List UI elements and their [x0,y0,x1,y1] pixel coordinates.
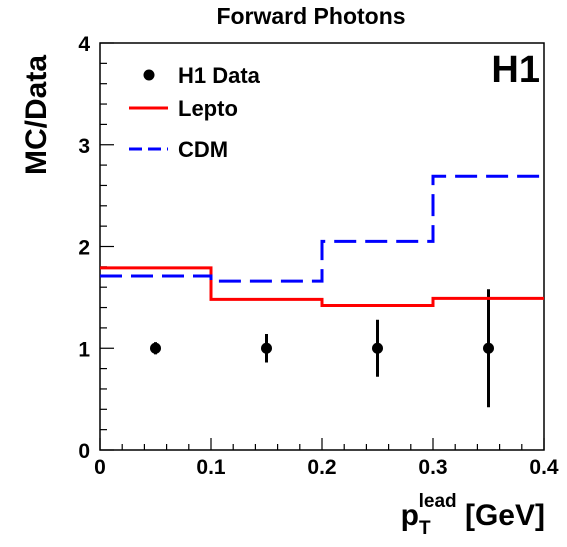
series-layer [100,174,544,408]
x-tick-label: 0.3 [418,456,447,479]
y-tick-label: 0 [78,440,90,463]
data-point [483,342,494,354]
cdm-histogram [100,174,544,283]
x-axis-label-main: p [401,499,419,532]
data-point [150,342,161,354]
x-axis-label-unit: [GeV] [457,499,545,532]
x-axis-label-sup: lead [419,491,457,512]
legend: H1 Data Lepto CDM [129,63,261,162]
x-axis-label: pTlead [GeV] [401,491,545,539]
legend-marker-points [143,69,155,81]
legend-label: H1 Data [178,63,261,88]
x-tick-label: 0.2 [307,456,336,479]
data-point [261,342,272,354]
y-axis-label: MC/Data [20,55,53,175]
legend-label: Lepto [178,96,238,121]
experiment-label: H1 [491,49,540,91]
y-tick-label: 3 [78,135,90,158]
legend-label: CDM [178,137,228,162]
x-tick-label: 0.4 [529,456,559,479]
x-tick-label: 0.1 [196,456,226,479]
data-point [372,342,383,354]
lepto-histogram [100,266,544,308]
chart-title: Forward Photons [216,3,405,29]
x-tick-label: 0 [94,456,106,479]
y-tick-label: 4 [78,33,90,56]
x-axis-label-sub: T [419,518,431,539]
y-tick-label: 2 [78,237,90,260]
axes: 0 0.1 0.2 0.3 0.4 0 1 2 3 4 [78,33,559,479]
y-tick-label: 1 [78,338,90,361]
